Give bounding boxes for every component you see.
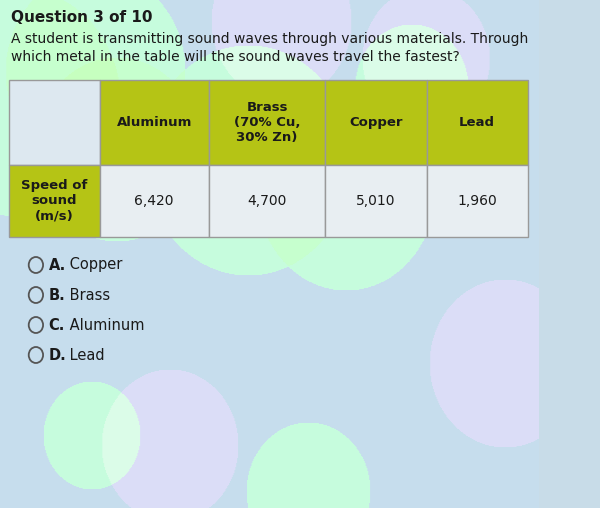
Bar	[100, 80, 209, 165]
Bar	[427, 165, 527, 237]
Bar	[209, 165, 325, 237]
Text: Brass: Brass	[65, 288, 110, 302]
Bar	[325, 165, 427, 237]
Bar	[100, 165, 209, 237]
Text: 6,420: 6,420	[134, 194, 174, 208]
Text: 5,010: 5,010	[356, 194, 396, 208]
Bar	[427, 80, 527, 165]
Text: Lead: Lead	[459, 116, 495, 129]
Text: B.: B.	[49, 288, 65, 302]
Text: Copper: Copper	[349, 116, 403, 129]
Text: Aluminum: Aluminum	[116, 116, 192, 129]
Text: A.: A.	[49, 258, 66, 272]
Bar	[9, 80, 100, 165]
Text: Speed of
sound
(m/s): Speed of sound (m/s)	[21, 179, 88, 223]
Bar	[209, 80, 325, 165]
Text: which metal in the table will the sound waves travel the fastest?: which metal in the table will the sound …	[11, 50, 460, 64]
Bar	[9, 165, 100, 237]
Text: Aluminum: Aluminum	[65, 318, 144, 333]
Text: 4,700: 4,700	[247, 194, 287, 208]
Text: Copper: Copper	[65, 258, 122, 272]
Text: D.: D.	[49, 347, 66, 363]
Text: 1,960: 1,960	[457, 194, 497, 208]
Bar	[325, 80, 427, 165]
Text: C.: C.	[49, 318, 65, 333]
Text: Lead: Lead	[65, 347, 104, 363]
Text: Question 3 of 10: Question 3 of 10	[11, 10, 152, 25]
Text: Brass
(70% Cu,
30% Zn): Brass (70% Cu, 30% Zn)	[234, 101, 300, 144]
Text: A student is transmitting sound waves through various materials. Through: A student is transmitting sound waves th…	[11, 32, 528, 46]
